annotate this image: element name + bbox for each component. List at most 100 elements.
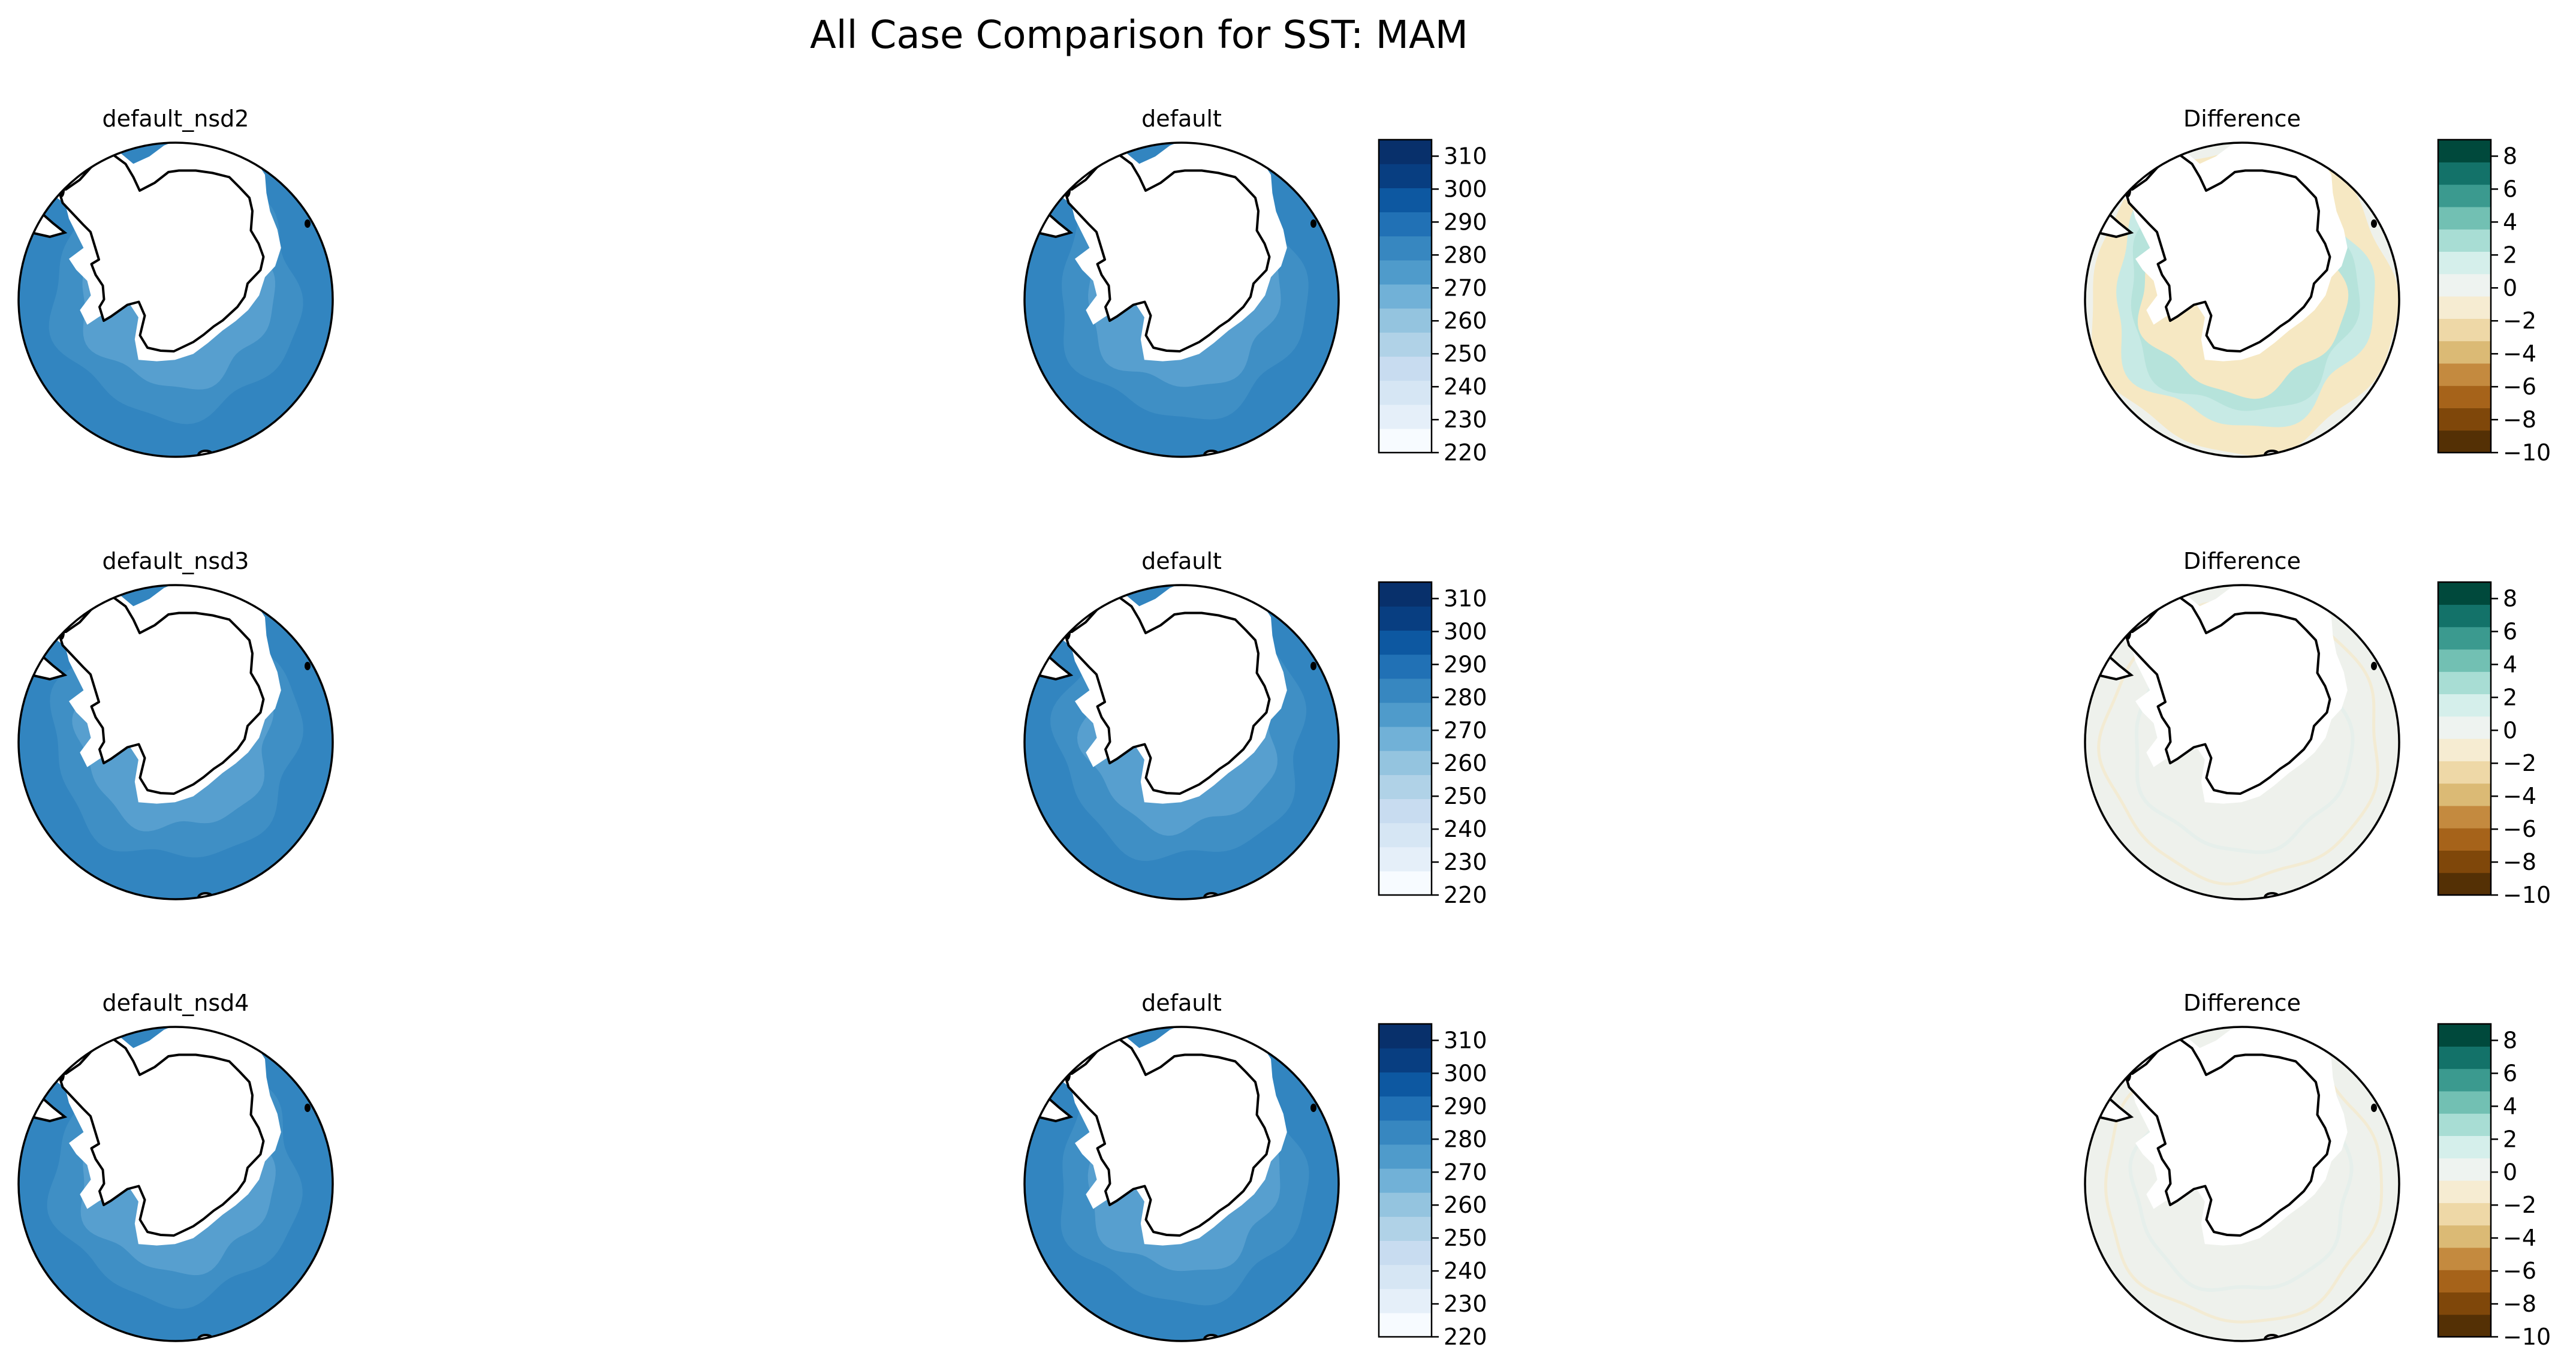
colorbar-tick-label: −6 — [2503, 1258, 2536, 1284]
colorbar-swatch — [2438, 1024, 2491, 1047]
colorbar-tick-label: 310 — [1444, 585, 1487, 611]
colorbar-swatch — [2438, 1158, 2491, 1181]
antarctica-coastline — [57, 595, 265, 795]
colorbar-swatch — [2438, 626, 2491, 650]
colorbar-swatch — [1379, 1288, 1432, 1313]
map-boundary — [2084, 141, 2400, 458]
colorbar-tick-label: 0 — [2503, 1159, 2517, 1185]
colorbar-swatch — [1379, 308, 1432, 333]
colorbar-tick-label: 240 — [1444, 1258, 1487, 1284]
antarctica-coastline — [1063, 595, 1271, 795]
island — [1310, 1104, 1316, 1112]
map-field — [1025, 1027, 1339, 1341]
colorbar: 310 300 290 280 270 260 250 240 230 220 — [1378, 581, 1487, 908]
colorbar-tick-label: 300 — [1444, 618, 1487, 644]
colorbar-swatch — [1379, 846, 1432, 872]
colorbar-tick-label: 290 — [1444, 651, 1487, 677]
colorbar-frame — [2437, 581, 2492, 896]
colorbar-tick-label: 270 — [1444, 1159, 1487, 1185]
colorbar-swatch — [1379, 1024, 1432, 1048]
colorbar-swatch — [2438, 430, 2491, 453]
colorbar-swatch — [2438, 229, 2491, 252]
colorbar-swatch — [2438, 273, 2491, 297]
panel-title: default_nsd3 — [102, 548, 249, 574]
map-panel-8 — [1023, 1026, 1340, 1342]
colorbar-tick-label: 220 — [1444, 1324, 1487, 1350]
antarctica-coastline — [57, 152, 265, 352]
island — [305, 662, 311, 670]
colorbar-tick-label: −8 — [2503, 406, 2536, 433]
colorbar-swatch — [1379, 284, 1432, 309]
colorbar-frame — [1378, 1023, 1433, 1338]
colorbar-swatch — [1379, 582, 1432, 607]
colorbar-tick-label: 230 — [1444, 406, 1487, 433]
colorbar-swatch — [2438, 1180, 2491, 1203]
colorbar-tick-label: 8 — [2503, 1027, 2517, 1053]
colorbar-swatch — [1379, 140, 1432, 164]
figure-title: All Case Comparison for SST: MAM — [810, 13, 1468, 58]
colorbar-swatch — [1379, 1168, 1432, 1193]
colorbar-tick-label: 290 — [1444, 209, 1487, 235]
colorbar-tick-label: 270 — [1444, 275, 1487, 301]
colorbar-swatch — [1379, 188, 1432, 213]
colorbar-swatch — [2438, 184, 2491, 207]
colorbar-swatch — [1379, 654, 1432, 679]
colorbar-swatch — [2438, 582, 2491, 605]
colorbar-tick-label: 260 — [1444, 308, 1487, 334]
colorbar: 8 6 4 2 0 −2 −4 −6 −8 −10 — [2437, 581, 2551, 908]
colorbar-swatch — [1379, 1048, 1432, 1072]
colorbar-tick-label: −2 — [2503, 1192, 2536, 1218]
colorbar-tick-label: 240 — [1444, 373, 1487, 400]
colorbar-swatch — [2438, 1046, 2491, 1069]
colorbar-swatch — [2438, 140, 2491, 162]
map-boundary — [17, 584, 334, 900]
antarctica-coastline — [2123, 595, 2331, 795]
colorbar-swatch — [2438, 1113, 2491, 1136]
map-field — [19, 143, 333, 457]
colorbar-tick-label: 250 — [1444, 1225, 1487, 1251]
colorbar-tick-label: 8 — [2503, 585, 2517, 611]
colorbar-tick-label: −6 — [2503, 816, 2536, 842]
colorbar-swatch — [1379, 1072, 1432, 1097]
map-panel-7 — [17, 1026, 334, 1342]
map-field — [2085, 585, 2399, 899]
colorbar-tick-label: −2 — [2503, 308, 2536, 334]
colorbar-swatch — [2438, 850, 2491, 873]
panel-title: default — [1141, 106, 1222, 132]
colorbar-swatch — [1379, 1312, 1432, 1337]
colorbar-swatch — [2438, 408, 2491, 431]
island — [1310, 219, 1316, 228]
colorbar: 8 6 4 2 0 −2 −4 −6 −8 −10 — [2437, 138, 2551, 466]
colorbar-swatch — [2438, 318, 2491, 342]
colorbar-swatch — [1379, 870, 1432, 896]
colorbar-tick-label: 250 — [1444, 341, 1487, 367]
panel-title: default — [1141, 990, 1222, 1016]
colorbar-swatch — [1379, 428, 1432, 453]
map-panel-5 — [1023, 584, 1340, 900]
island — [2371, 662, 2377, 670]
colorbar-swatch — [1379, 751, 1432, 775]
island — [305, 219, 311, 228]
colorbar-swatch — [2438, 385, 2491, 408]
colorbar-swatch — [2438, 1225, 2491, 1248]
colorbar-tick-label: 260 — [1444, 750, 1487, 776]
island — [305, 1104, 311, 1112]
colorbar-swatch — [2438, 296, 2491, 319]
colorbar-tick-label: 0 — [2503, 717, 2517, 743]
colorbar-swatch — [1379, 702, 1432, 727]
map-panel-3 — [2084, 141, 2400, 458]
colorbar-tick-label: 300 — [1444, 1060, 1487, 1086]
colorbar-tick-label: −10 — [2503, 1324, 2551, 1350]
panel-title: default_nsd4 — [102, 990, 249, 1016]
colorbar-swatch — [2438, 1292, 2491, 1315]
island — [1310, 662, 1316, 670]
colorbar-swatch — [1379, 1240, 1432, 1265]
map-panel-1 — [17, 141, 334, 458]
colorbar-tick-label: −4 — [2503, 783, 2536, 809]
panel-title: default — [1141, 548, 1222, 574]
colorbar-swatch — [2438, 206, 2491, 230]
map-field — [19, 585, 333, 899]
map-field — [2085, 1027, 2399, 1341]
map-boundary — [17, 1026, 334, 1342]
colorbar-swatch — [2438, 872, 2491, 896]
